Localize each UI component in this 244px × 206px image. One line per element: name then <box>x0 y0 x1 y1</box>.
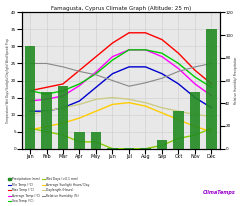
Bar <box>206 29 217 149</box>
Bar <box>140 147 151 149</box>
Y-axis label: Temperature/ Wet Days/ Sunlight/ Daylight/ Wind Speed/ Prcp: Temperature/ Wet Days/ Sunlight/ Dayligh… <box>6 38 10 123</box>
Bar <box>157 140 167 149</box>
Bar <box>58 86 68 149</box>
Bar <box>107 147 118 149</box>
Bar <box>173 111 184 149</box>
Text: ClimaTemps: ClimaTemps <box>203 190 236 195</box>
Y-axis label: Relative Humidity/ Precipitation: Relative Humidity/ Precipitation <box>234 57 238 104</box>
Bar <box>25 46 35 149</box>
Bar <box>41 92 52 149</box>
Bar <box>124 147 134 149</box>
Bar <box>190 92 200 149</box>
Title: Famagusta, Cyprus Climate Graph (Altitude: 25 m): Famagusta, Cyprus Climate Graph (Altitud… <box>51 6 191 11</box>
Legend: Precipitation (mm), Min Temp (°C), Max Temp (°C), Average Temp (°C), Sea Temp (°: Precipitation (mm), Min Temp (°C), Max T… <box>6 176 91 205</box>
Bar <box>74 132 85 149</box>
Bar <box>91 132 101 149</box>
